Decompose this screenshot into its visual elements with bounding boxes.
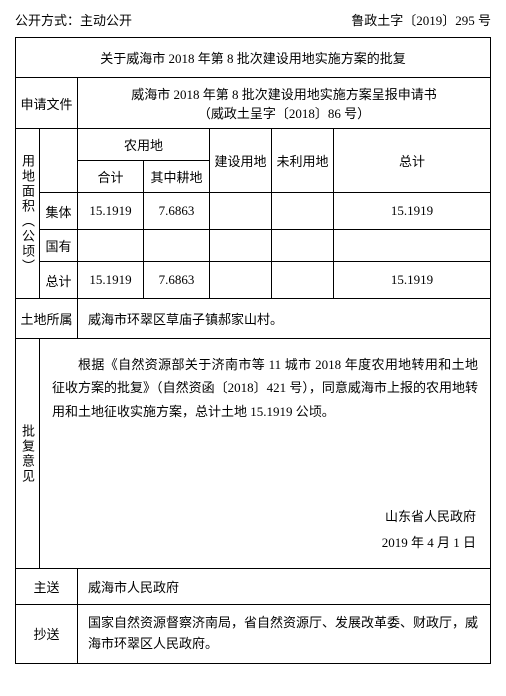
document-header: 公开方式：主动公开 鲁政土字〔2019〕295 号 [15, 10, 491, 29]
land-area-section-label: 用地面积（公顷） [16, 129, 40, 299]
row-collective-farmland-total: 15.1919 [78, 193, 144, 230]
row-total-farmland-arable: 7.6863 [144, 262, 210, 299]
row-total-unused [272, 262, 334, 299]
land-location-label: 土地所属 [16, 299, 78, 339]
row-total-grand-total: 15.1919 [334, 262, 491, 299]
header-farmland-arable: 其中耕地 [144, 161, 210, 193]
row-state-label: 国有 [40, 230, 78, 262]
land-location-label-text: 土地所属 [20, 309, 73, 328]
row-collective-grand-total: 15.1919 [334, 193, 491, 230]
application-line1: 威海市 2018 年第 8 批次建设用地实施方案呈报申请书 [82, 84, 486, 103]
row-total-label: 总计 [40, 262, 78, 299]
row-state-farmland-total [78, 230, 144, 262]
empty-corner [40, 129, 78, 193]
row-state-unused [272, 230, 334, 262]
application-line2: （威政土呈字〔2018〕86 号） [82, 103, 486, 122]
approval-date: 2019 年 4 月 1 日 [382, 531, 476, 554]
header-unused: 未利用地 [272, 129, 334, 193]
approval-body: 根据《自然资源部关于济南市等 11 城市 2018 年度农用地转用和土地征收方案… [52, 353, 478, 423]
row-total-farmland-total: 15.1919 [78, 262, 144, 299]
approval-signatory: 山东省人民政府 [385, 505, 476, 528]
cc-send-value: 国家自然资源督察济南局，省自然资源厅、发展改革委、财政厅，威海市环翠区人民政府。 [78, 605, 491, 664]
row-state-farmland-arable [144, 230, 210, 262]
application-content: 威海市 2018 年第 8 批次建设用地实施方案呈报申请书 （威政土呈字〔201… [78, 78, 491, 129]
row-collective-farmland-arable: 7.6863 [144, 193, 210, 230]
application-label: 申请文件 [16, 78, 78, 129]
header-farmland-total: 合计 [78, 161, 144, 193]
row-collective-unused [272, 193, 334, 230]
disclosure-method: 公开方式：主动公开 [15, 10, 132, 29]
row-collective-construction [210, 193, 272, 230]
row-collective-label: 集体 [40, 193, 78, 230]
main-send-label: 主送 [16, 569, 78, 605]
row-total-construction [210, 262, 272, 299]
document-number: 鲁政土字〔2019〕295 号 [351, 10, 491, 29]
approval-label: 批复意见 [16, 339, 40, 569]
document-title: 关于威海市 2018 年第 8 批次建设用地实施方案的批复 [16, 38, 491, 78]
cc-send-label: 抄送 [16, 605, 78, 664]
land-location-value: 威海市环翠区草庙子镇郝家山村。 [78, 299, 491, 339]
row-state-grand-total [334, 230, 491, 262]
row-state-construction [210, 230, 272, 262]
main-table: 关于威海市 2018 年第 8 批次建设用地实施方案的批复 申请文件 威海市 2… [15, 37, 491, 664]
approval-content: 根据《自然资源部关于济南市等 11 城市 2018 年度农用地转用和土地征收方案… [40, 339, 491, 569]
header-farmland: 农用地 [78, 129, 210, 161]
header-grand-total: 总计 [334, 129, 491, 193]
header-construction: 建设用地 [210, 129, 272, 193]
main-send-value: 威海市人民政府 [78, 569, 491, 605]
